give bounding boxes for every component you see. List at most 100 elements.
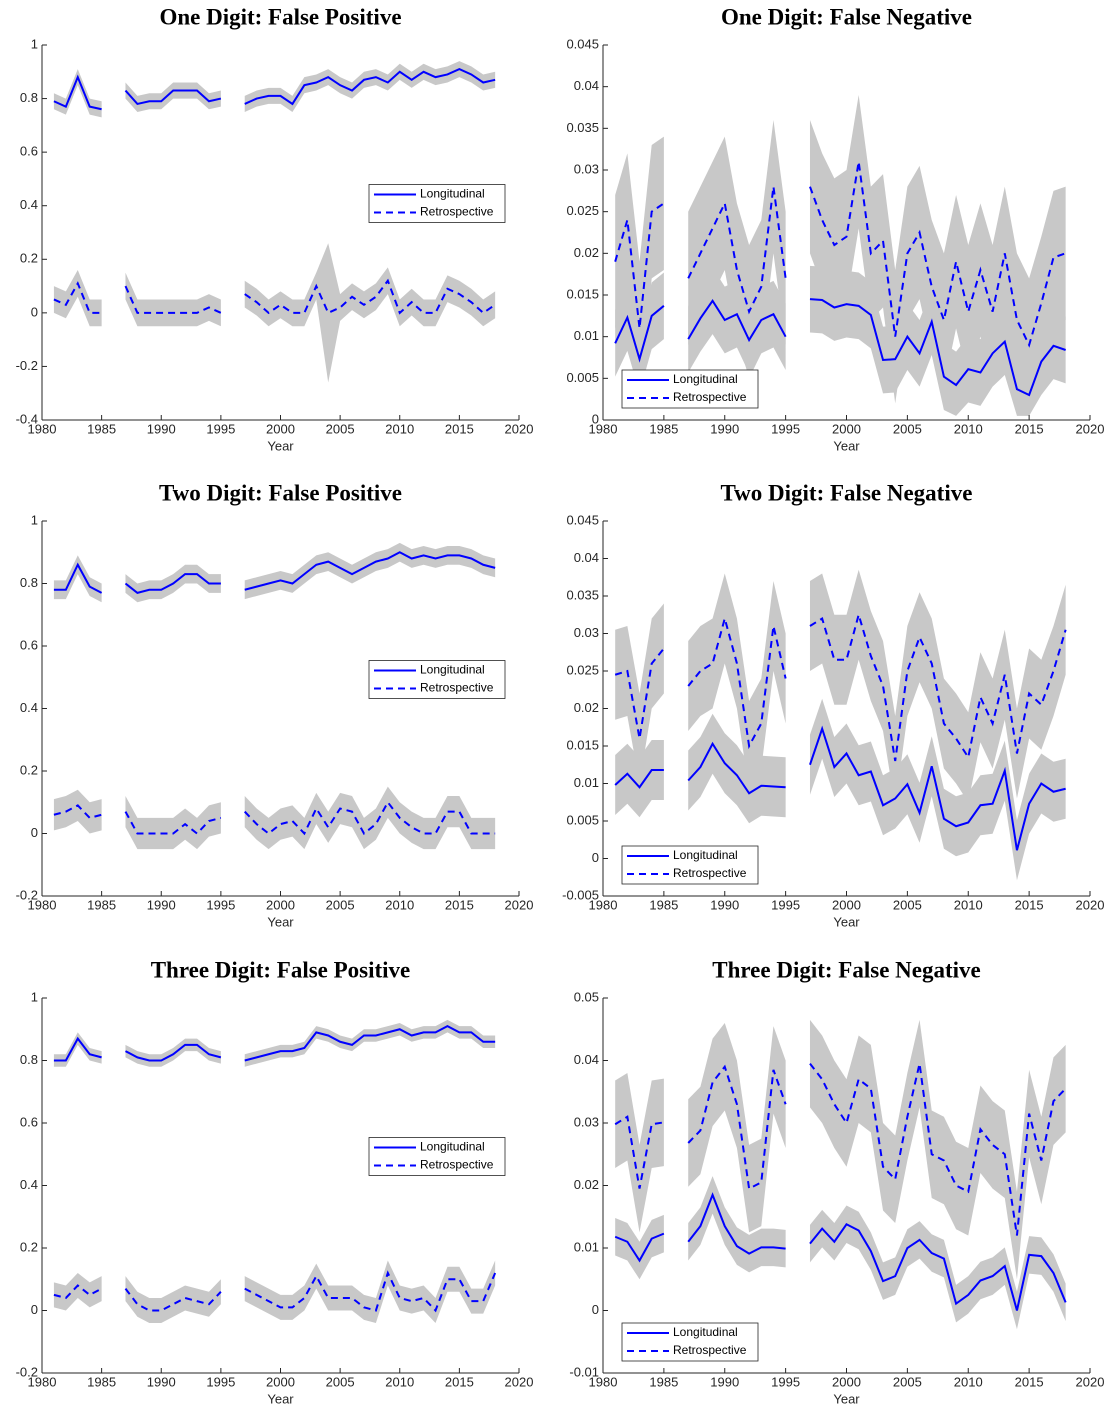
y-tick-label: 1 bbox=[31, 36, 38, 51]
series-line bbox=[53, 551, 496, 594]
confidence-band bbox=[244, 1019, 496, 1067]
x-tick-label: 2020 bbox=[505, 897, 534, 912]
series-line bbox=[53, 68, 496, 111]
y-tick-label: 0.01 bbox=[574, 328, 599, 343]
legend: Longitudinal Retrospective bbox=[368, 1137, 506, 1176]
x-tick-label: 1990 bbox=[147, 897, 176, 912]
y-tick-label: 0.035 bbox=[566, 120, 599, 135]
confidence-band bbox=[615, 1214, 664, 1280]
x-tick-label: 1995 bbox=[206, 1374, 235, 1389]
confidence-band bbox=[244, 786, 496, 850]
legend-label: Longitudinal bbox=[420, 187, 485, 201]
x-axis-label: Year bbox=[267, 1391, 294, 1406]
y-tick-label: 0.6 bbox=[20, 1114, 38, 1129]
y-tick-label: 0.05 bbox=[574, 989, 599, 1004]
y-tick-label: 0.03 bbox=[574, 1114, 599, 1129]
chart-title: One Digit: False Negative bbox=[721, 4, 972, 29]
y-tick-label: 0 bbox=[592, 411, 599, 426]
x-tick-label: 1995 bbox=[771, 897, 800, 912]
y-tick-label: 0 bbox=[31, 304, 38, 319]
legend-label: Longitudinal bbox=[673, 372, 738, 386]
y-tick-label: 0 bbox=[592, 850, 599, 865]
x-tick-label: 2000 bbox=[832, 1374, 861, 1389]
y-tick-label: 0 bbox=[31, 825, 38, 840]
y-tick-label: -0.2 bbox=[16, 887, 38, 902]
x-tick-label: 1990 bbox=[147, 1374, 176, 1389]
legend-label: Retrospective bbox=[420, 681, 494, 695]
confidence-band bbox=[244, 542, 496, 600]
legend: Longitudinal Retrospective bbox=[621, 1322, 759, 1362]
y-tick-label: 0.6 bbox=[20, 637, 38, 652]
x-tick-label: 1995 bbox=[206, 421, 235, 436]
y-tick-label: 0.045 bbox=[566, 36, 599, 51]
legend: Longitudinal Retrospective bbox=[368, 660, 506, 699]
confidence-band bbox=[53, 1032, 102, 1067]
x-tick-label: 1990 bbox=[147, 421, 176, 436]
y-tick-label: 0.8 bbox=[20, 90, 38, 105]
x-tick-label: 2005 bbox=[326, 897, 355, 912]
confidence-band bbox=[809, 1019, 1066, 1280]
x-tick-label: 2015 bbox=[1015, 421, 1044, 436]
y-tick-label: 0.02 bbox=[574, 700, 599, 715]
confidence-band bbox=[688, 713, 786, 824]
confidence-band bbox=[125, 82, 221, 112]
y-tick-label: 0.4 bbox=[20, 197, 38, 212]
y-tick-label: -0.2 bbox=[16, 358, 38, 373]
legend-box bbox=[368, 184, 506, 223]
x-tick-label: 2005 bbox=[326, 1374, 355, 1389]
y-tick-label: 0.8 bbox=[20, 575, 38, 590]
confidence-band bbox=[615, 136, 664, 395]
panel: One Digit: False Positive -0.4 -0.2 0 0.2 0.4… bbox=[16, 4, 534, 453]
confidence-band bbox=[244, 243, 496, 383]
chart-title: Three Digit: False Negative bbox=[712, 957, 980, 982]
panel: Two Digit: False Positive -0.2 0 0.2 0.4 0.6 0… bbox=[16, 480, 534, 929]
y-tick-label: -0.4 bbox=[16, 411, 38, 426]
legend: Longitudinal Retrospective bbox=[621, 369, 759, 409]
x-tick-label: 1985 bbox=[649, 421, 678, 436]
y-tick-label: 0.025 bbox=[566, 203, 599, 218]
x-tick-label: 1995 bbox=[771, 421, 800, 436]
x-tick-label: 1985 bbox=[87, 1374, 116, 1389]
legend-box bbox=[621, 1322, 759, 1362]
panel: Two Digit: False Negative -0.005 0 0.005 0.0… bbox=[562, 480, 1104, 929]
y-tick-label: 0.02 bbox=[574, 1177, 599, 1192]
y-tick-label: 0.015 bbox=[566, 737, 599, 752]
legend-label: Longitudinal bbox=[673, 848, 738, 862]
x-axis-label: Year bbox=[267, 438, 294, 453]
panel: Three Digit: False Negative -0.01 0 0.01 0.0… bbox=[569, 957, 1104, 1406]
series-line bbox=[53, 800, 496, 836]
confidence-band bbox=[688, 120, 786, 379]
y-tick-label: 0.045 bbox=[566, 512, 599, 527]
x-tick-label: 1990 bbox=[710, 421, 739, 436]
x-tick-label: 2005 bbox=[326, 421, 355, 436]
x-tick-label: 1980 bbox=[589, 1374, 618, 1389]
x-tick-label: 1985 bbox=[87, 421, 116, 436]
y-tick-label: 0.04 bbox=[574, 550, 599, 565]
legend-label: Retrospective bbox=[673, 390, 747, 404]
series-line bbox=[53, 1270, 497, 1313]
y-tick-label: 0.03 bbox=[574, 625, 599, 640]
y-tick-label: 0.2 bbox=[20, 251, 38, 266]
legend-box bbox=[368, 1137, 506, 1176]
series-line bbox=[53, 1025, 496, 1062]
x-axis-label: Year bbox=[833, 1391, 860, 1406]
x-tick-label: 2020 bbox=[1076, 421, 1105, 436]
series-line bbox=[614, 725, 1066, 851]
y-tick-label: 0.2 bbox=[20, 762, 38, 777]
x-tick-label: 2010 bbox=[954, 897, 983, 912]
x-tick-label: 1985 bbox=[649, 1374, 678, 1389]
x-tick-label: 2000 bbox=[266, 897, 295, 912]
x-tick-label: 2020 bbox=[1076, 1374, 1105, 1389]
x-tick-label: 1980 bbox=[28, 1374, 57, 1389]
x-tick-label: 2010 bbox=[385, 1374, 414, 1389]
chart-title: One Digit: False Positive bbox=[159, 4, 401, 29]
x-tick-label: 1990 bbox=[710, 897, 739, 912]
legend-label: Longitudinal bbox=[420, 1140, 485, 1154]
x-tick-label: 1995 bbox=[771, 1374, 800, 1389]
confidence-band bbox=[244, 61, 496, 112]
legend-label: Longitudinal bbox=[420, 663, 485, 677]
x-tick-label: 2015 bbox=[1015, 1374, 1044, 1389]
y-tick-label: 0.04 bbox=[574, 1052, 599, 1067]
x-tick-label: 2005 bbox=[893, 421, 922, 436]
panel: One Digit: False Negative 0 0.005 0.01 0.015… bbox=[566, 4, 1104, 453]
